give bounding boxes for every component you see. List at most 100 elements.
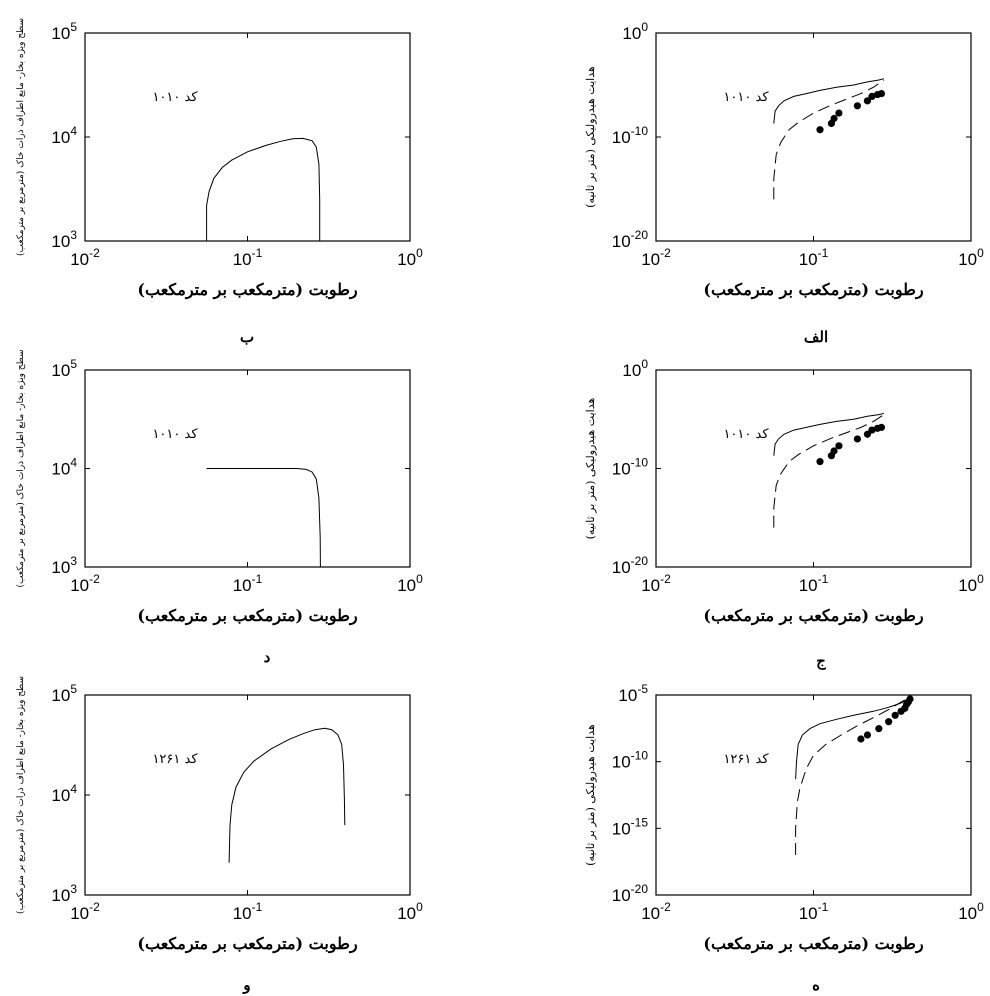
y-tick-label: 10-20 xyxy=(612,554,649,577)
panel-label-b: ب xyxy=(240,328,254,346)
code-annotation: کد ۱۰۱۰ xyxy=(723,90,769,105)
y-tick-base: 10 xyxy=(612,558,631,577)
data-point xyxy=(885,718,893,726)
y-tick-base: 10 xyxy=(51,232,70,251)
x-axis-label: رطوبت (مترمکعب بر مترمکعب) xyxy=(137,606,357,626)
x-tick-exponent: 0 xyxy=(977,900,984,914)
series-line-solid xyxy=(795,698,909,780)
series-line-solid xyxy=(228,727,346,863)
y-tick-base: 10 xyxy=(612,232,631,251)
y-tick-base: 10 xyxy=(612,460,631,479)
y-tick-exponent: -20 xyxy=(631,228,649,242)
x-tick-base: 10 xyxy=(799,576,818,595)
x-tick-exponent: -1 xyxy=(818,246,829,260)
x-tick-exponent: 0 xyxy=(977,572,984,586)
code-annotation: کد ۱۰۱۰ xyxy=(152,90,198,105)
x-tick-base: 10 xyxy=(641,576,660,595)
data-point xyxy=(875,725,883,733)
panel-label-he: ه xyxy=(812,976,820,994)
data-point xyxy=(853,102,862,110)
x-tick-base: 10 xyxy=(233,576,252,595)
series-line-solid xyxy=(773,412,885,456)
data-point xyxy=(863,731,872,739)
x-tick-base: 10 xyxy=(233,904,252,923)
y-tick-label: 103 xyxy=(51,882,77,905)
x-tick-base: 10 xyxy=(70,904,89,923)
panel-label-d: د xyxy=(264,648,271,666)
data-point xyxy=(877,423,886,431)
x-tick-exponent: -2 xyxy=(660,246,671,260)
y-tick-exponent: 3 xyxy=(70,554,77,568)
x-tick-label: 10-1 xyxy=(233,900,263,923)
x-tick-exponent: 0 xyxy=(416,572,423,586)
y-tick-exponent: 3 xyxy=(70,228,77,242)
x-tick-label: 10-2 xyxy=(641,246,671,269)
x-tick-exponent: -1 xyxy=(818,572,829,586)
x-tick-label: 100 xyxy=(958,246,984,269)
x-tick-exponent: -2 xyxy=(89,246,100,260)
x-tick-label: 100 xyxy=(397,572,423,595)
y-tick-label: 104 xyxy=(51,124,77,147)
series-line-dashed xyxy=(773,79,885,200)
x-axis-label: رطوبت (مترمکعب بر مترمکعب) xyxy=(703,606,923,626)
y-tick-base: 10 xyxy=(51,24,70,43)
y-tick-exponent: -20 xyxy=(631,554,649,568)
x-tick-base: 10 xyxy=(641,904,660,923)
data-point xyxy=(868,92,876,101)
x-tick-label: 100 xyxy=(958,900,984,923)
y-tick-label: 103 xyxy=(51,228,77,251)
y-tick-label: 105 xyxy=(51,20,77,43)
data-point xyxy=(877,89,886,98)
x-tick-exponent: -2 xyxy=(660,900,671,914)
y-tick-exponent: -10 xyxy=(631,124,649,138)
y-tick-base: 10 xyxy=(612,753,631,772)
data-point xyxy=(868,426,876,434)
y-tick-base: 10 xyxy=(51,886,70,905)
x-tick-label: 100 xyxy=(397,246,423,269)
x-tick-exponent: -2 xyxy=(660,572,671,586)
y-tick-base: 10 xyxy=(51,686,70,705)
x-tick-base: 10 xyxy=(958,576,977,595)
y-tick-exponent: 5 xyxy=(70,20,77,34)
x-tick-exponent: -2 xyxy=(89,572,100,586)
y-tick-base: 10 xyxy=(51,786,70,805)
x-tick-exponent: 0 xyxy=(416,900,423,914)
y-tick-exponent: -10 xyxy=(631,749,649,763)
series-line-solid xyxy=(206,137,321,241)
series-line-dashed xyxy=(795,697,909,855)
plot-frame xyxy=(84,32,411,242)
x-tick-base: 10 xyxy=(799,904,818,923)
plot-frame xyxy=(655,369,972,568)
series-group xyxy=(206,468,321,567)
x-tick-label: 10-1 xyxy=(233,246,263,269)
x-tick-label: 10-2 xyxy=(641,900,671,923)
x-axis-label: رطوبت (مترمکعب بر مترمکعب) xyxy=(703,934,923,954)
y-tick-label: 104 xyxy=(51,456,77,479)
data-point xyxy=(816,126,824,134)
y-tick-exponent: 0 xyxy=(641,20,648,34)
panel-label-alef: الف xyxy=(804,328,828,346)
y-tick-base: 10 xyxy=(622,24,641,43)
y-tick-exponent: 4 xyxy=(70,456,77,470)
series-group xyxy=(773,412,886,528)
y-tick-base: 10 xyxy=(612,886,631,905)
y-tick-label: 105 xyxy=(51,682,77,705)
y-axis-label: سطح ویژه بخار- مایع اطراف ذرات خاک (مترم… xyxy=(15,676,26,914)
y-tick-base: 10 xyxy=(612,128,631,147)
x-axis-label: رطوبت (مترمکعب بر مترمکعب) xyxy=(137,934,357,954)
data-point xyxy=(816,458,824,466)
x-tick-base: 10 xyxy=(641,250,660,269)
y-tick-label: 10-15 xyxy=(612,815,649,838)
y-tick-base: 10 xyxy=(51,558,70,577)
data-point xyxy=(835,109,843,117)
data-point xyxy=(830,114,838,123)
x-tick-label: 10-1 xyxy=(799,900,829,923)
x-tick-exponent: -1 xyxy=(818,900,829,914)
y-tick-base: 10 xyxy=(51,361,70,380)
series-line-dashed xyxy=(773,414,885,528)
x-tick-label: 10-2 xyxy=(70,246,100,269)
series-group xyxy=(228,727,346,863)
data-point xyxy=(835,442,843,450)
